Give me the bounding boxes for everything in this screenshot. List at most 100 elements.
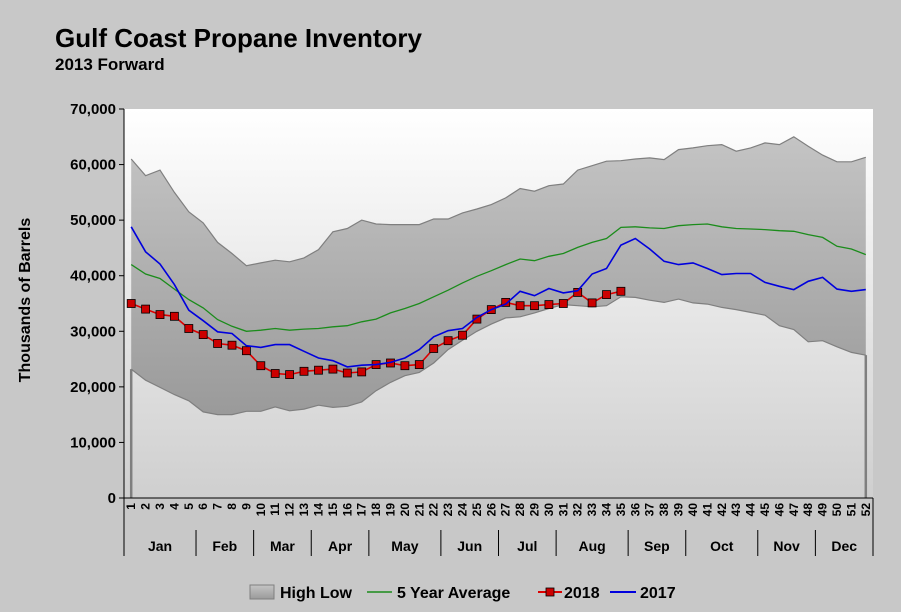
point-2018-28	[515, 301, 525, 311]
y-tick-label: 30,000	[70, 323, 116, 340]
x-tick-label: 2	[139, 503, 153, 510]
point-2018-22	[429, 344, 439, 353]
point-2018-21	[414, 360, 424, 370]
y-tick-label: 70,000	[70, 101, 116, 118]
x-tick-label: 24	[456, 503, 470, 517]
x-tick-label: 23	[441, 503, 455, 517]
x-tick-label: 41	[700, 503, 714, 517]
point-2018-17	[357, 367, 367, 377]
y-axis-label: Thousands of Barrels	[17, 218, 34, 383]
x-tick-label: 44	[744, 503, 758, 517]
x-tick-label: 6	[196, 503, 210, 510]
point-2018-32	[573, 287, 583, 297]
x-tick-label: 22	[427, 503, 441, 517]
x-tick-label: 42	[715, 503, 729, 517]
point-2018-23	[443, 336, 453, 346]
y-tick-label: 10,000	[70, 434, 116, 451]
x-tick-label: 20	[398, 503, 412, 517]
chart-title: Gulf Coast Propane Inventory	[55, 23, 422, 53]
y-tick-label: 20,000	[70, 379, 116, 396]
month-label: Sep	[644, 538, 670, 554]
x-tick-label: 1	[124, 503, 138, 510]
x-tick-label: 51	[844, 503, 858, 517]
month-label: Oct	[710, 538, 734, 554]
point-2018-27	[501, 297, 511, 307]
x-tick-label: 12	[283, 503, 297, 517]
point-2018-24	[458, 330, 467, 340]
point-2018-12	[285, 370, 295, 380]
x-tick-label: 9	[239, 503, 253, 510]
x-tick-label: 18	[369, 503, 383, 517]
point-2018-8	[227, 340, 237, 350]
month-label: Jan	[148, 538, 172, 554]
point-2018-6	[198, 330, 208, 340]
x-tick-label: 3	[153, 503, 167, 510]
point-2018-13	[299, 366, 309, 376]
point-2018-20	[400, 361, 410, 371]
x-tick-label: 16	[340, 503, 354, 517]
x-tick-label: 21	[412, 503, 426, 517]
x-tick-label: 49	[816, 503, 830, 517]
point-2018-35	[616, 286, 626, 296]
x-tick-labels: 1 2 3 4 5 6 7 8 9 10 11 12 13 14 15 16 17 18 19 20 21 22 23 24 2…	[124, 503, 873, 517]
point-2018-33	[587, 298, 597, 308]
x-tick-label: 10	[254, 503, 268, 517]
axes	[119, 108, 874, 556]
series-line-5-year-average	[130, 223, 867, 332]
x-tick-label: 15	[326, 503, 340, 517]
x-tick-label: 7	[211, 503, 225, 510]
x-tick-label: 37	[643, 503, 657, 517]
legend-swatch-high-low	[249, 584, 275, 600]
month-label: Aug	[578, 538, 605, 554]
x-tick-label: 30	[542, 503, 556, 517]
month-label: Feb	[212, 538, 237, 554]
x-tick-label: 13	[297, 503, 311, 517]
month-label: Nov	[773, 538, 800, 554]
legend-label-2017: 2017	[640, 585, 676, 602]
month-label: Mar	[270, 538, 295, 554]
x-tick-label: 34	[600, 503, 614, 517]
x-tick-label: 43	[729, 503, 743, 517]
x-tick-label: 38	[657, 503, 671, 517]
x-tick-label: 11	[268, 503, 282, 516]
legend: High Low 5 Year Average 2018 2017	[249, 584, 676, 602]
x-tick-label: 4	[167, 503, 181, 510]
x-tick-label: 50	[830, 503, 844, 517]
point-2018-15	[328, 364, 338, 374]
point-2018-2	[141, 304, 151, 314]
month-label: May	[391, 538, 418, 554]
point-2018-16	[342, 368, 352, 378]
x-tick-label: 46	[772, 503, 786, 517]
month-label: Apr	[328, 538, 353, 554]
point-2018-3	[155, 310, 165, 320]
month-label: Jun	[457, 538, 482, 554]
x-tick-label: 35	[614, 503, 628, 517]
point-2018-29	[530, 301, 539, 311]
x-tick-label: 40	[686, 503, 700, 517]
x-tick-label: 52	[859, 503, 873, 517]
x-tick-label: 33	[585, 503, 599, 517]
y-tick-label: 40,000	[70, 268, 116, 285]
x-tick-label: 5	[182, 503, 196, 510]
chart-subtitle: 2013 Forward	[55, 55, 165, 74]
x-tick-label: 31	[556, 503, 570, 517]
x-tick-label: 47	[787, 503, 801, 517]
legend-label-5-year-average: 5 Year Average	[397, 585, 510, 602]
month-label: Jul	[517, 538, 537, 554]
x-tick-label: 17	[355, 503, 369, 517]
point-2018-31	[558, 299, 568, 308]
legend-label-high-low: High Low	[280, 585, 353, 602]
month-label: Dec	[831, 538, 857, 554]
band-high-edge	[130, 136, 866, 267]
y-tick-label: 0	[108, 490, 116, 507]
legend-swatch-2018-marker	[545, 587, 555, 597]
high-low-band	[131, 136, 866, 415]
month-labels: Jan Feb Mar Apr May Jun Jul Aug Sep Oct Nov Dec	[148, 530, 857, 556]
x-tick-label: 45	[758, 503, 772, 517]
x-tick-label: 29	[528, 503, 542, 517]
point-2018-5	[184, 324, 194, 333]
y-tick-label: 50,000	[70, 212, 116, 229]
band-low-edge	[130, 296, 866, 416]
point-2018-25	[472, 314, 482, 324]
